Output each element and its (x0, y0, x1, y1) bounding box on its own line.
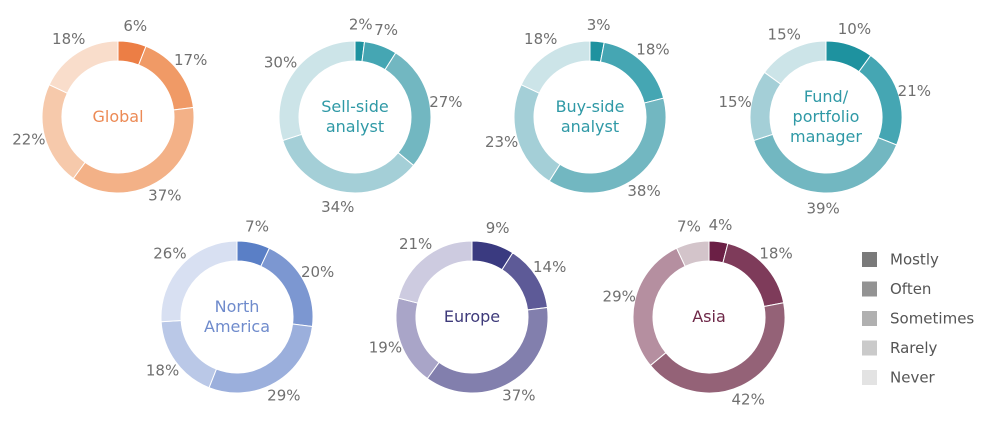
value-label-fund-portfolio-manager-sometimes: 39% (806, 199, 839, 217)
slice-fund-portfolio-manager-never (763, 40, 827, 85)
center-label-asia: Asia (692, 307, 726, 326)
value-label-europe-often: 14% (533, 258, 566, 276)
value-label-north-america-mostly: 7% (245, 218, 269, 236)
value-label-buy-side-analyst-mostly: 3% (587, 16, 611, 34)
legend: Mostly Often Sometimes Rarely Never (862, 251, 974, 387)
legend-swatch-mostly (862, 252, 877, 267)
center-label-sell-side-analyst: Sell-side analyst (321, 97, 388, 136)
value-label-global-often: 17% (174, 51, 207, 69)
center-label-fund-portfolio-manager: Fund/portfolio manager (790, 87, 862, 146)
slice-global-rarely (41, 83, 86, 180)
slice-sell-side-analyst-rarely (282, 133, 415, 194)
value-label-north-america-often: 20% (301, 263, 334, 281)
value-label-asia-mostly: 4% (709, 216, 733, 234)
slice-buy-side-analyst-never (520, 40, 591, 94)
value-label-north-america-rarely: 18% (146, 362, 179, 380)
value-label-north-america-never: 26% (153, 245, 186, 263)
center-label-buy-side-analyst: Buy-side analyst (556, 97, 625, 136)
value-label-sell-side-analyst-often: 7% (374, 21, 398, 39)
value-label-fund-portfolio-manager-never: 15% (768, 26, 801, 44)
slice-asia-rarely (632, 247, 686, 367)
legend-swatch-never (862, 370, 877, 385)
legend-swatch-sometimes (862, 311, 877, 326)
value-label-global-mostly: 6% (123, 17, 147, 35)
value-label-global-rarely: 22% (12, 130, 45, 148)
legend-swatch-rarely (862, 340, 877, 356)
legend-label-sometimes: Sometimes (890, 310, 974, 328)
slice-europe-never (397, 240, 473, 304)
value-label-fund-portfolio-manager-rarely: 15% (718, 93, 751, 111)
slice-global-never (48, 40, 119, 94)
center-label-europe: Europe (444, 307, 500, 326)
value-label-asia-never: 7% (677, 218, 701, 236)
value-label-buy-side-analyst-rarely: 23% (485, 133, 518, 151)
donut-global: 6% 17% 37% 22% 18% Global (12, 17, 207, 205)
value-label-global-sometimes: 37% (148, 187, 181, 205)
value-label-asia-rarely: 29% (603, 287, 636, 305)
value-label-europe-rarely: 19% (369, 339, 402, 357)
value-label-fund-portfolio-manager-often: 21% (898, 82, 931, 100)
value-label-asia-sometimes: 42% (731, 391, 764, 409)
value-label-fund-portfolio-manager-mostly: 10% (838, 20, 871, 38)
slice-buy-side-analyst-rarely (513, 83, 561, 182)
slice-fund-portfolio-manager-often (858, 54, 903, 146)
value-label-europe-never: 21% (399, 235, 432, 253)
center-label-north-america: North America (204, 297, 270, 336)
donut-europe: 9% 14% 37% 19% 21% Europe (369, 219, 567, 405)
slice-europe-rarely (395, 297, 440, 380)
donut-north-america: 7% 20% 29% 18% 26% North America (146, 218, 334, 405)
value-label-sell-side-analyst-mostly: 2% (349, 16, 373, 34)
donut-buy-side-analyst: 3% 18% 38% 23% 18% Buy-side analyst (485, 16, 670, 200)
center-label-global: Global (92, 107, 143, 126)
legend-label-never: Never (890, 369, 936, 387)
value-label-buy-side-analyst-never: 18% (524, 30, 557, 48)
value-label-sell-side-analyst-sometimes: 27% (429, 93, 462, 111)
value-label-asia-often: 18% (759, 245, 792, 263)
value-label-sell-side-analyst-never: 30% (264, 53, 297, 71)
donut-fund-portfolio-manager: 10% 21% 39% 15% 15% Fund/portfolio manager (718, 20, 931, 217)
slice-asia-never (675, 240, 710, 267)
slice-north-america-often (260, 247, 314, 328)
donut-asia: 4% 18% 42% 29% 7% Asia (603, 216, 793, 409)
slice-sell-side-analyst-sometimes (384, 52, 432, 167)
value-label-global-never: 18% (52, 30, 85, 48)
slice-fund-portfolio-manager-rarely (749, 71, 782, 142)
legend-label-often: Often (890, 280, 931, 298)
value-label-north-america-sometimes: 29% (267, 387, 300, 405)
value-label-europe-sometimes: 37% (502, 387, 535, 405)
donut-sell-side-analyst: 2% 7% 27% 34% 30% Sell-side analyst (264, 16, 463, 216)
value-label-buy-side-analyst-sometimes: 38% (627, 182, 660, 200)
legend-label-rarely: Rarely (890, 339, 938, 357)
value-label-buy-side-analyst-often: 18% (636, 40, 669, 58)
slice-north-america-never (160, 240, 238, 323)
slice-sell-side-analyst-never (278, 40, 356, 142)
legend-swatch-often (862, 281, 877, 297)
value-label-sell-side-analyst-rarely: 34% (321, 198, 354, 216)
value-label-europe-mostly: 9% (486, 219, 510, 237)
legend-label-mostly: Mostly (890, 251, 939, 269)
